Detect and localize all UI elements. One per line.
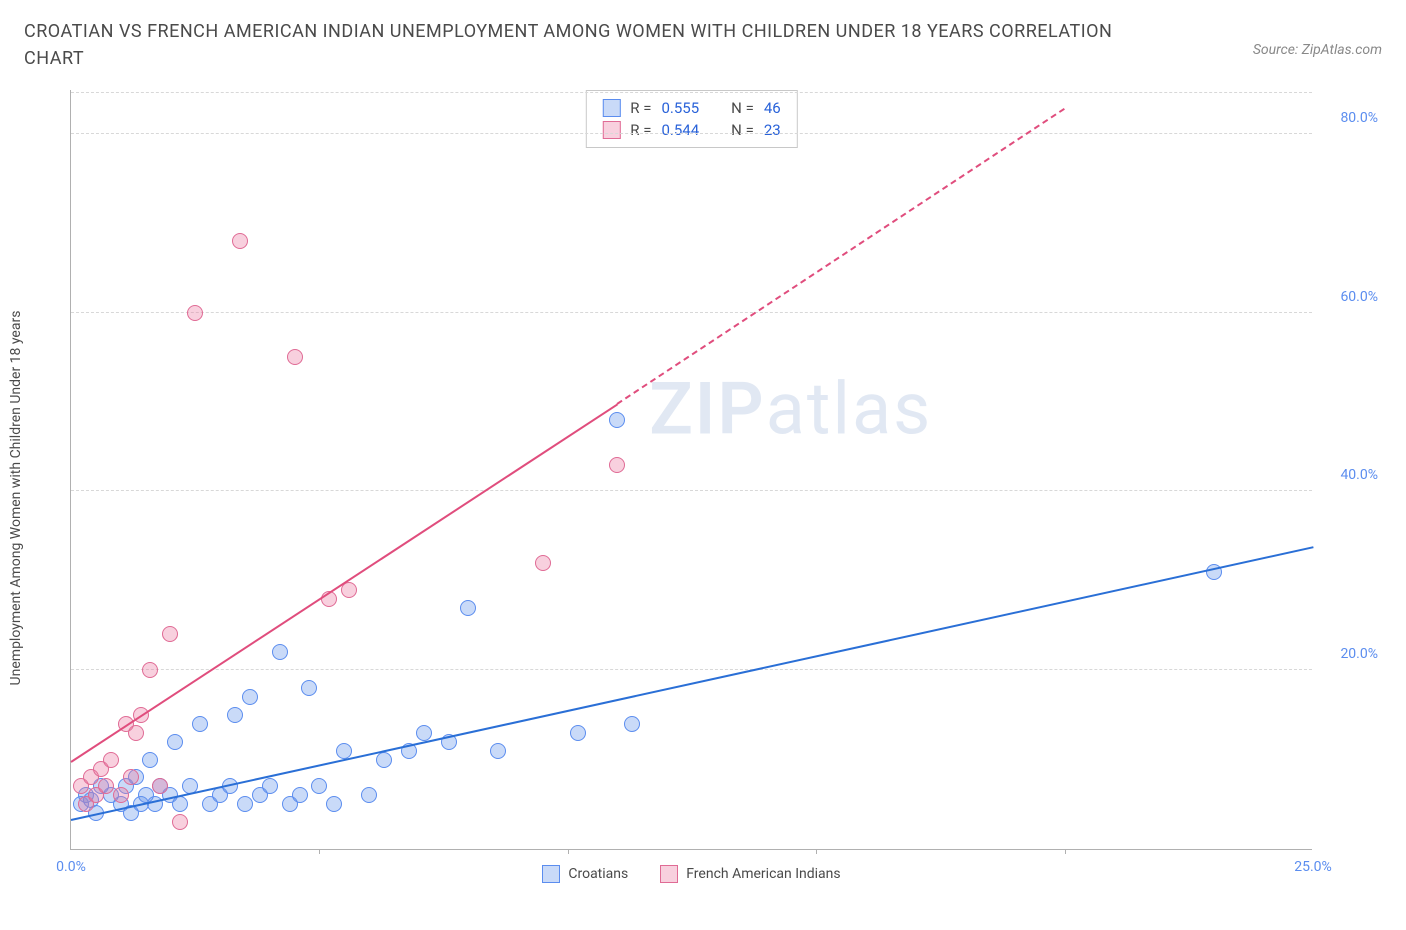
data-point [301,680,317,696]
data-point [227,707,243,723]
data-point [361,787,377,803]
correlation-legend: R = 0.555 N = 46 R = 0.544 N = 23 [585,90,797,148]
x-tick-mark [568,849,569,854]
data-point [336,743,352,759]
legend-stats-row: R = 0.544 N = 23 [602,119,780,141]
gridline-h [71,312,1312,313]
trend-line-dashed [617,108,1065,405]
data-point [142,662,158,678]
data-point [262,778,278,794]
x-tick-mark [816,849,817,854]
data-point [103,752,119,768]
legend-label: French American Indians [686,866,840,882]
y-tick-label: 40.0% [1340,467,1378,483]
data-point [142,752,158,768]
legend-stats-row: R = 0.555 N = 46 [602,97,780,119]
data-point [460,600,476,616]
r-value: 0.544 [661,121,699,139]
data-point [416,725,432,741]
plot-area: ZIPatlas R =0.555N =46R =0.544N =23 Croa… [70,90,1312,850]
n-label: N = [731,121,754,139]
data-point [167,734,183,750]
n-value: 23 [764,121,781,139]
legend-swatch [602,99,620,117]
data-point [192,716,208,732]
legend-swatch [602,121,620,139]
data-point [237,796,253,812]
n-value: 46 [764,99,781,117]
x-tick-label: 25.0% [1294,859,1332,875]
gridline-h [71,490,1312,491]
legend-item: French American Indians [660,865,840,883]
chart-title: CROATIAN VS FRENCH AMERICAN INDIAN UNEMP… [24,18,1124,72]
x-tick-mark [1065,849,1066,854]
series-legend: Croatians French American Indians [71,865,1312,883]
data-point [609,412,625,428]
data-point [535,555,551,571]
r-value: 0.555 [661,99,699,117]
source-attribution: Source: ZipAtlas.com [1253,42,1382,58]
y-tick-label: 80.0% [1340,110,1378,126]
legend-item: Croatians [542,865,628,883]
trend-line [71,546,1313,821]
y-tick-label: 60.0% [1340,289,1378,305]
legend-swatch [660,865,678,883]
legend-label: Croatians [568,866,628,882]
legend-swatch [542,865,560,883]
data-point [272,644,288,660]
r-label: R = [630,121,651,139]
data-point [624,716,640,732]
data-point [187,305,203,321]
data-point [490,743,506,759]
data-point [570,725,586,741]
data-point [232,233,248,249]
gridline-h [71,92,1312,93]
data-point [311,778,327,794]
data-point [326,796,342,812]
data-point [376,752,392,768]
data-point [172,796,188,812]
data-point [113,787,129,803]
watermark-atlas: atlas [766,366,933,451]
data-point [128,725,144,741]
watermark-zip: ZIP [649,366,765,451]
y-axis-label: Unemployment Among Women with Children U… [8,311,24,686]
r-label: R = [630,99,651,117]
chart-container: Unemployment Among Women with Children U… [24,90,1382,890]
x-tick-label: 0.0% [56,859,86,875]
trend-line [70,403,618,762]
data-point [242,689,258,705]
y-tick-label: 20.0% [1340,646,1378,662]
data-point [609,457,625,473]
data-point [292,787,308,803]
data-point [152,778,168,794]
data-point [287,349,303,365]
gridline-h [71,133,1312,134]
data-point [98,778,114,794]
n-label: N = [731,99,754,117]
gridline-h [71,669,1312,670]
watermark: ZIPatlas [649,366,932,451]
x-tick-mark [319,849,320,854]
data-point [162,626,178,642]
data-point [172,814,188,830]
data-point [123,769,139,785]
